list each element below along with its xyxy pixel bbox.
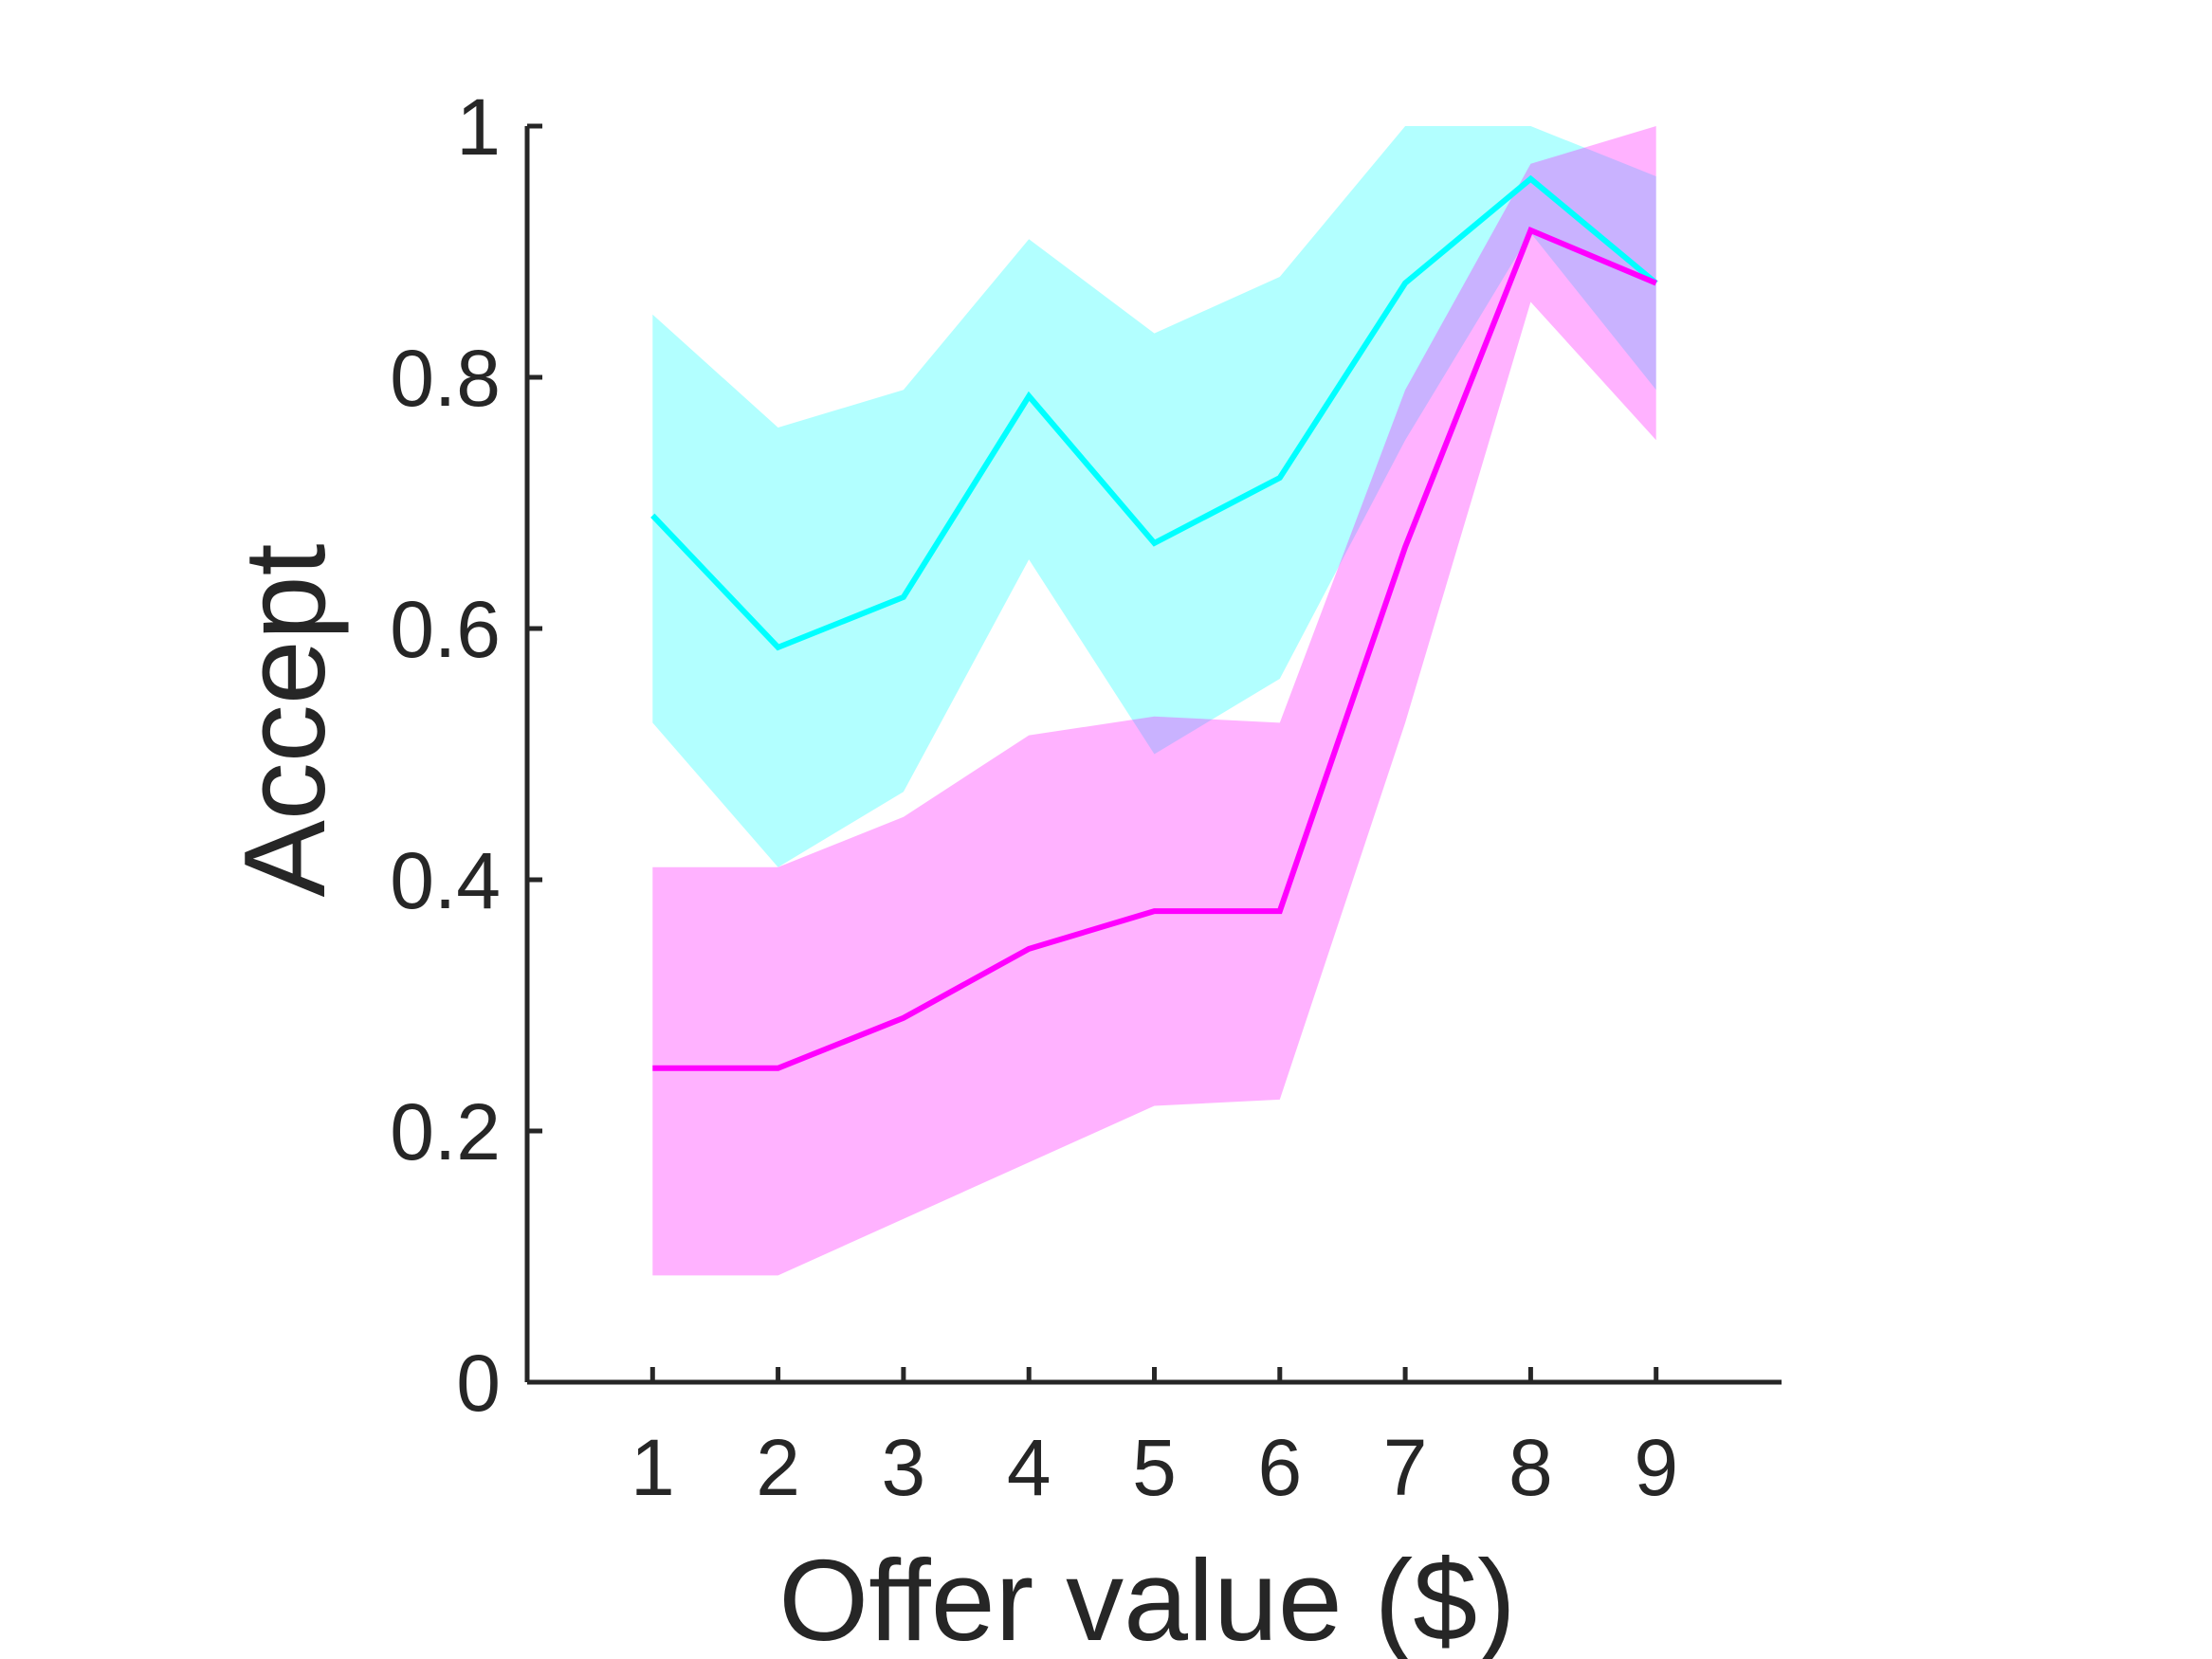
x-tick-label: 2 [756, 1423, 800, 1512]
x-axis-label: Offer value ($) [778, 1536, 1516, 1659]
series-1-line [650, 174, 1658, 651]
y-tick-label: 1 [456, 82, 501, 172]
x-tick-label: 8 [1508, 1423, 1553, 1512]
x-tick-label: 4 [1007, 1423, 1051, 1512]
y-ticks: 0 0.2 0.4 0.6 0.8 1 [390, 82, 542, 1428]
x-tick-label: 9 [1634, 1423, 1678, 1512]
y-axis-label: Accept [220, 544, 349, 898]
y-tick-label: 0 [456, 1339, 501, 1428]
x-tick-label: 1 [631, 1423, 675, 1512]
x-tick-label: 6 [1257, 1423, 1302, 1512]
series-2-line [652, 227, 1657, 1071]
x-tick-label: 5 [1132, 1423, 1177, 1512]
series-2-band [652, 126, 1656, 1276]
y-tick-label: 0.4 [390, 836, 501, 925]
y-tick-label: 0.6 [390, 585, 501, 674]
y-tick-label: 0.8 [390, 334, 501, 423]
y-tick-label: 0.2 [390, 1087, 501, 1176]
x-tick-label: 3 [882, 1423, 926, 1512]
x-tick-label: 7 [1383, 1423, 1428, 1512]
series-lines [650, 174, 1658, 1071]
confidence-bands [652, 126, 1656, 1276]
series-1-band [652, 126, 1656, 867]
